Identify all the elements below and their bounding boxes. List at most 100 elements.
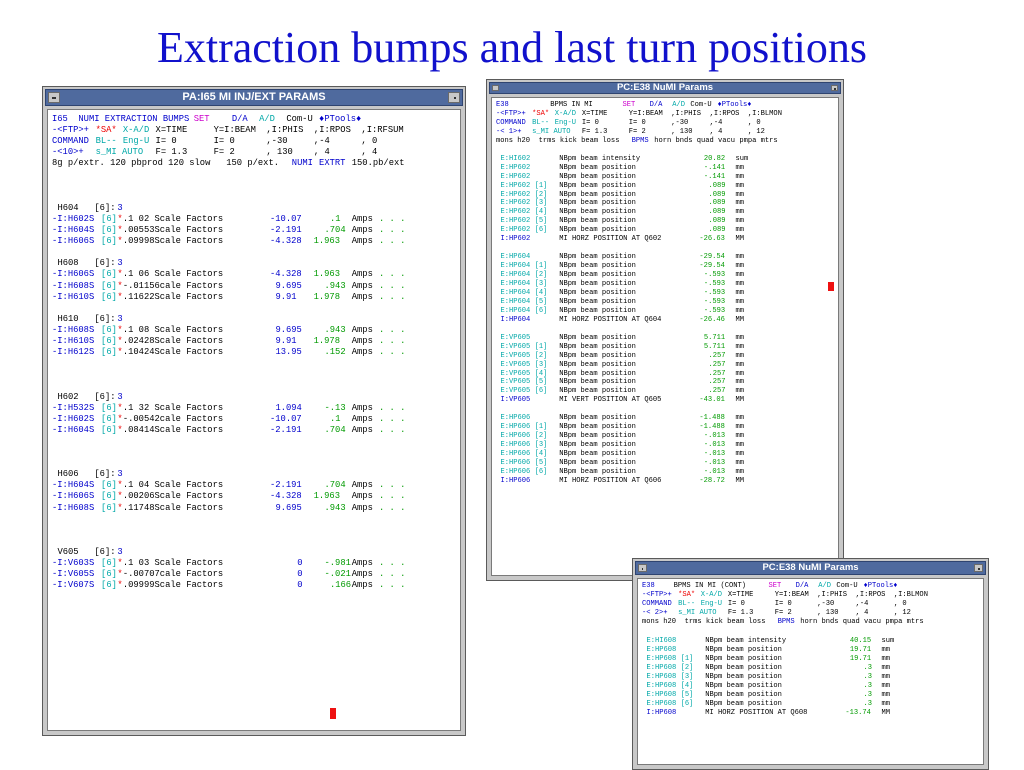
page-header-field[interactable]: X-A/D [700, 591, 723, 600]
device-name[interactable]: E:HP608 [4] [646, 682, 694, 691]
device-name[interactable]: E:VP605 [500, 333, 531, 342]
device-name[interactable]: E:HP604 [500, 253, 531, 262]
device-name[interactable]: E:VP605 [1] [500, 342, 548, 351]
setting-value[interactable]: -2.191 [270, 480, 302, 491]
device-name[interactable]: E:HP608 [646, 645, 677, 654]
setting-value[interactable]: -2.191 [270, 424, 302, 435]
setting-value[interactable]: -4.328 [270, 269, 302, 280]
setting-value[interactable]: 9.91 [275, 336, 297, 346]
page-header-field[interactable]: Com-U [690, 101, 712, 109]
device-name[interactable]: -I:V603S [52, 558, 95, 568]
window-minimize-icon[interactable] [974, 564, 983, 572]
device-name[interactable]: E:HP606 [2] [500, 432, 548, 441]
setting-value[interactable]: 3 [117, 546, 123, 557]
page-header-field[interactable]: COMMAND [52, 136, 89, 147]
device-name[interactable]: E:HP606 [3] [500, 441, 548, 450]
setting-value[interactable]: 9.695 [275, 324, 302, 335]
setting-value[interactable]: -10.07 [270, 213, 302, 224]
device-name[interactable]: E:HP602 [6] [500, 226, 548, 235]
page-header-field[interactable]: Eng-U [554, 118, 577, 127]
device-name[interactable]: E:HP604 [4] [500, 288, 548, 297]
device-name[interactable]: E:HP602 [4] [500, 208, 548, 217]
page-header-field[interactable]: BL-- [532, 118, 550, 127]
device-name[interactable]: E:HP604 [2] [500, 271, 548, 280]
device-name[interactable]: E:HP606 [6] [500, 467, 548, 476]
page-header-field[interactable]: s_MI AUTO [532, 127, 571, 136]
page-header-field[interactable]: A/D [672, 101, 686, 109]
device-name[interactable]: -I:H612S [52, 347, 95, 358]
device-name[interactable]: -I:H604S [52, 225, 95, 235]
device-name[interactable]: -I:H604S [52, 480, 95, 491]
setting-value[interactable]: 9.695 [275, 502, 302, 513]
page-header-field[interactable]: -<FTP>+ [52, 125, 95, 136]
device-name[interactable]: -I:H608S [52, 280, 95, 291]
device-name[interactable]: E:HP602 [1] [500, 181, 548, 190]
setting-value[interactable]: 1.094 [275, 402, 302, 413]
device-name[interactable]: E:HP602 [5] [500, 217, 548, 226]
device-name[interactable]: E:HP606 [1] [500, 423, 548, 432]
device-name[interactable]: I:HP608 [646, 709, 677, 718]
device-name[interactable]: E:HP602 [2] [500, 190, 548, 199]
page-header-field[interactable]: D/A [649, 101, 663, 109]
setting-value[interactable]: 3 [117, 469, 123, 480]
device-name[interactable]: E:HP606 [4] [500, 450, 548, 459]
page-header-field[interactable]: *SA* [95, 125, 117, 136]
device-name[interactable]: -I:H602S [52, 213, 95, 224]
page-header-field[interactable]: SET [622, 101, 636, 109]
setting-value[interactable]: -10.07 [270, 413, 302, 424]
device-name[interactable]: I:VP605 [500, 396, 531, 405]
device-name[interactable]: -I:H608S [52, 324, 95, 335]
device-name[interactable]: E:HP602 [500, 172, 531, 181]
page-header-field[interactable]: COMMAND [496, 118, 526, 127]
device-name[interactable]: -I:H610S [52, 336, 95, 346]
device-name[interactable]: -I:V605S [52, 569, 95, 580]
window-menu-icon[interactable] [492, 85, 499, 91]
device-name[interactable]: -I:H532S [52, 402, 95, 413]
device-name[interactable]: E:HI608 [646, 636, 677, 645]
window-menu-icon[interactable] [638, 564, 647, 572]
device-name[interactable]: E:HP602 [500, 163, 531, 172]
page-header-field[interactable]: Eng-U [700, 600, 723, 609]
device-name[interactable]: I:HP602 [500, 235, 531, 244]
setting-value[interactable]: 3 [117, 313, 123, 324]
window-minimize-icon[interactable] [831, 85, 838, 91]
window-titlebar[interactable]: PC:E38 NuMI Params [635, 561, 986, 575]
page-header-field[interactable]: Com-U [286, 114, 313, 124]
setting-value[interactable]: -4.328 [270, 236, 302, 247]
page-header-field[interactable]: BL-- [678, 600, 696, 609]
page-header-field[interactable]: X-A/D [122, 125, 150, 136]
device-name[interactable]: I:HP604 [500, 315, 531, 324]
window-minimize-icon[interactable] [448, 92, 460, 103]
setting-value[interactable]: 13.95 [275, 347, 302, 358]
device-name[interactable]: -I:H608S [52, 502, 95, 513]
device-name[interactable]: E:HP606 [5] [500, 459, 548, 467]
page-header-field[interactable]: SET [768, 582, 782, 590]
device-name[interactable]: E:VP605 [5] [500, 378, 548, 387]
page-header-field[interactable]: *SA* [532, 109, 550, 118]
page-header-field[interactable]: BL-- [95, 136, 117, 147]
device-name[interactable]: E:HP608 [6] [646, 700, 694, 709]
page-header-field[interactable]: D/A [231, 114, 248, 124]
page-header-field[interactable]: -<FTP>+ [496, 109, 531, 118]
setting-value[interactable]: 0 [297, 558, 303, 568]
device-name[interactable]: E:HP608 [3] [646, 673, 694, 681]
page-header-field[interactable]: COMMAND [642, 600, 672, 609]
setting-value[interactable]: 9.91 [275, 291, 297, 302]
page-header-field[interactable]: -<FTP>+ [642, 591, 677, 600]
page-header-field[interactable]: ♦PTools♦ [717, 101, 752, 109]
setting-value[interactable]: 0 [297, 569, 303, 580]
setting-value[interactable]: 3 [117, 202, 123, 213]
device-name[interactable]: -I:V607S [52, 580, 95, 591]
setting-value[interactable]: 9.695 [275, 280, 302, 291]
page-header-field[interactable]: A/D [818, 582, 832, 590]
setting-value[interactable]: -2.191 [270, 225, 302, 235]
setting-value[interactable]: 3 [117, 258, 123, 269]
device-name[interactable]: -I:H606S [52, 236, 95, 247]
page-header-field[interactable]: s_MI AUTO [678, 609, 717, 618]
device-name[interactable]: E:HP604 [6] [500, 306, 548, 315]
page-header-field[interactable]: ♦PTools♦ [319, 114, 362, 124]
page-header-field[interactable]: A/D [259, 114, 275, 124]
device-name[interactable]: -I:H606S [52, 269, 95, 280]
page-header-field[interactable]: ♦PTools♦ [863, 582, 898, 590]
window-menu-icon[interactable] [48, 92, 60, 103]
